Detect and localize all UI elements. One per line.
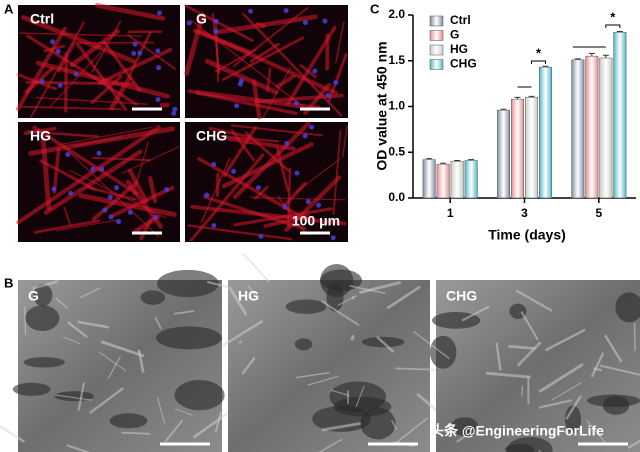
error-bar [602,54,609,59]
legend-swatch [429,15,444,27]
error-bar [514,96,521,100]
image-label: G [28,288,39,304]
y-tick-label: 1.5 [388,53,405,67]
x-tick-label: 1 [447,206,454,220]
annotation: * [536,45,542,60]
bar [450,161,464,199]
bar [464,160,478,199]
bar [511,98,524,199]
scale-bar-label: 100 μm [292,213,340,229]
x-tick-label: 5 [595,206,602,220]
legend-swatch [429,30,444,41]
error-bar [440,162,447,165]
error-bar [500,108,507,111]
legend-label: Ctrl [450,13,471,27]
error-bar [528,95,535,98]
image-label: G [196,11,207,27]
x-tick-label: 3 [521,206,528,220]
bar [599,57,613,199]
bar [613,32,627,199]
panel-label: C [370,1,380,16]
error-bar [574,58,581,60]
error-bar [542,65,549,68]
legend-label: G [450,28,459,42]
error-bar [454,159,461,162]
fluorescence-image [184,4,348,120]
x-axis-label: Time (days) [488,227,566,243]
bar [422,159,436,199]
y-axis-label: OD value at 450 nm [374,41,390,170]
bar [525,97,538,199]
panel-label: B [4,275,13,290]
watermark: 头条 @EngineeringForLife [430,423,604,439]
image-label: HG [238,288,259,304]
bar [585,55,599,199]
legend-label: HG [450,42,468,56]
sem-image [395,280,640,452]
fluorescence-image [16,3,180,119]
y-tick-label: 0.5 [388,144,405,158]
legend-label: CHG [450,57,477,71]
error-bar [426,158,433,160]
panel-label: A [4,1,14,16]
bar [571,59,585,199]
error-bar [468,159,475,161]
image-label: CHG [446,288,477,304]
significance-bracket [605,24,621,28]
fluorescence-image [185,121,348,242]
legend-swatch [429,59,444,70]
legend-swatch [429,44,444,56]
y-tick-label: 2.0 [388,7,405,21]
images [0,3,640,452]
significance-bracket [531,60,546,64]
sem-image [221,253,447,452]
annotation: * [610,9,616,24]
sem-image [0,269,249,452]
error-bar [616,30,623,33]
y-tick-label: 0.0 [388,190,405,204]
y-tick-label: 1.0 [388,99,405,113]
image-label: HG [30,128,51,144]
fluorescence-image [16,122,180,242]
bar [436,163,450,199]
bar [497,109,510,199]
error-bar [588,52,595,57]
bar [539,66,552,199]
image-label: Ctrl [30,11,54,27]
image-label: CHG [196,128,227,144]
